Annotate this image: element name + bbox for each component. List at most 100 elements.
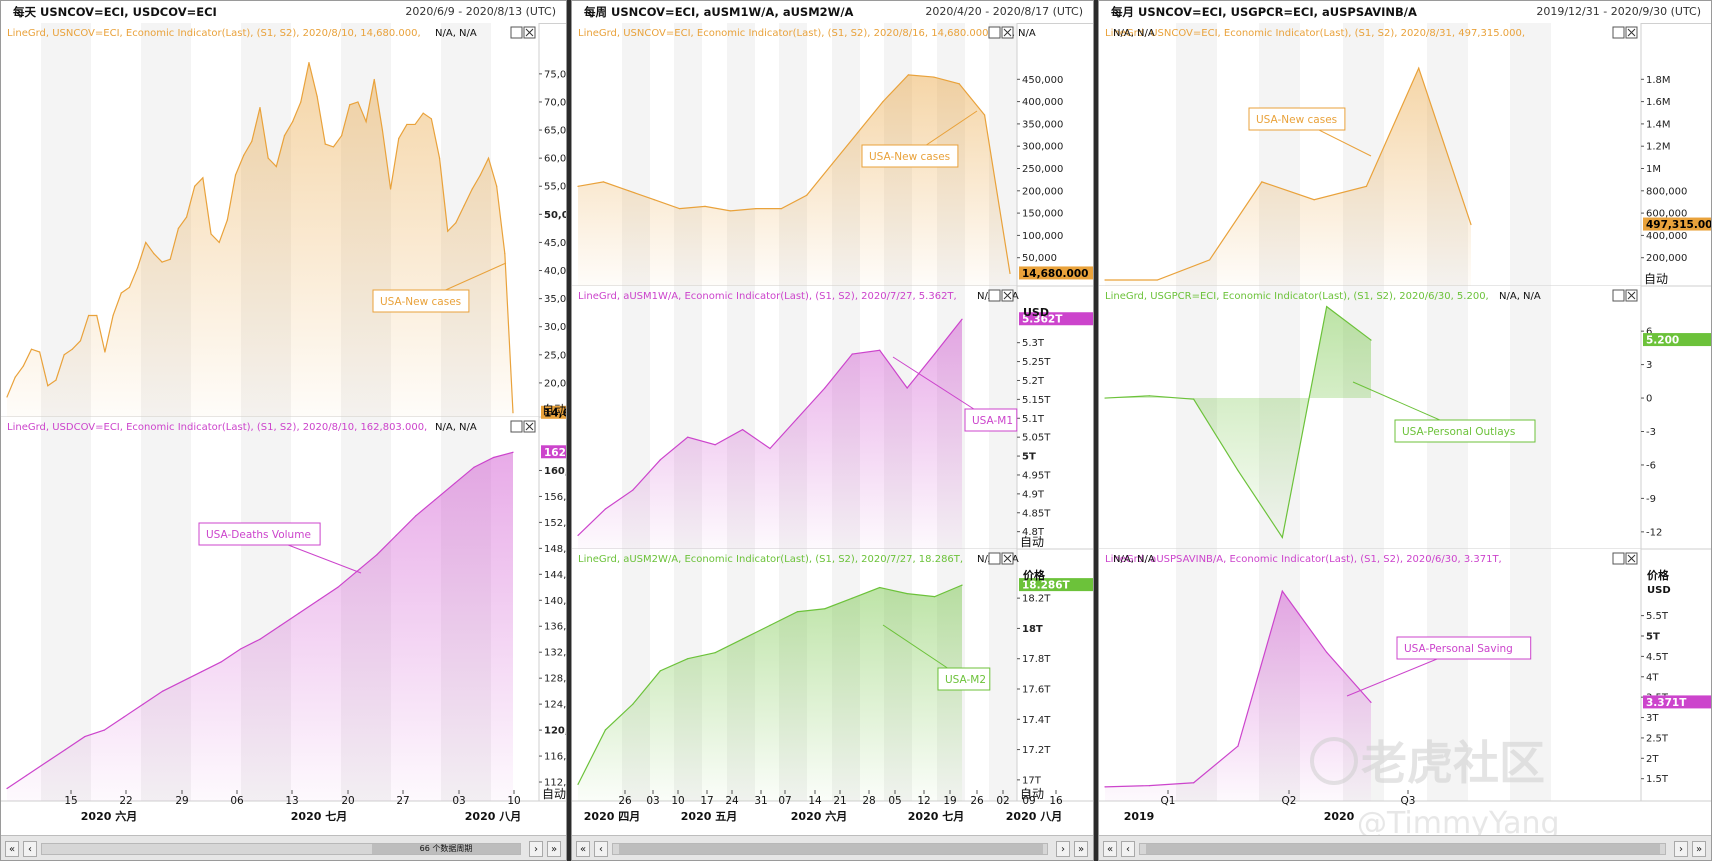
month-label: 2020 六月 [81,809,137,823]
panel-m2: 17T 17.2T 17.4T 17.6T 17.8T 18T 18.2T LineGrd, … [572,549,1093,802]
scroll-thumb[interactable]: 66 个数据周期 [372,844,520,854]
y-tick-label: 5.15T [1022,395,1051,406]
data-point [741,638,744,640]
y-tick-label: 17.2T [1022,745,1051,756]
panel-new-cases-monthly: 200,000 400,000 600,000 800,000 1M 1.2M 1.4M 1.… [1099,23,1711,287]
annotation-box [964,408,1018,432]
y-tick-label: 1M [1646,164,1661,175]
y-tick-label: 60,000 [544,154,567,165]
y-tick-label: 3T [1646,713,1659,724]
data-point [983,114,986,116]
data-point [373,78,375,81]
data-point [780,208,782,210]
scroll-thumb[interactable] [619,844,1043,854]
data-point [381,129,384,131]
x-tick-label: 24 [725,795,739,807]
scroll-first-button[interactable]: « [1103,841,1117,857]
data-point [415,515,417,517]
scroll-next-button[interactable]: › [1056,841,1070,857]
y-tick-label: 20,000 [544,378,567,389]
weekly-chart-svg[interactable]: 50,000 100,000 150,000 200,000 250,000 300,00… [572,1,1094,861]
y-tick-label: 25,000 [544,350,567,361]
maximize-icon [510,420,523,433]
data-point [628,190,630,192]
data-point [259,106,261,109]
scroll-last-button[interactable]: » [1692,841,1706,857]
data-point [463,205,465,207]
scroll-track[interactable] [1139,843,1666,855]
scroll-first-button[interactable]: « [576,841,590,857]
y-tick-label: 75,000 [544,69,567,80]
window-monthly: 每月 USNCOV=ECI, USGPCR=ECI, aUSPSAVINB/A … [1098,0,1712,861]
y-tick-label: 5.5T [1646,611,1669,622]
month-label: 2020 八月 [1006,810,1062,823]
monthly-chart-svg[interactable]: 200,000 400,000 600,000 800,000 1M 1.2M 1.4M 1.… [1099,1,1712,861]
scroll-last-button[interactable]: » [547,841,561,857]
last-value-badge [1643,695,1711,709]
y-tick-label: 40,000 [544,266,567,277]
data-point [961,584,963,586]
data-point [1104,279,1106,281]
month-label: 2020 五月 [681,810,737,823]
daily-chart-svg[interactable]: 20,000 25,000 30,000 35,000 40,000 45,000 50,0… [1,1,567,861]
series-area [578,74,1010,286]
data-point [324,143,326,145]
scroll-last-button[interactable]: » [1074,841,1088,857]
scroll-prev-button[interactable]: ‹ [594,841,608,857]
last-value-badge [541,405,566,419]
maximize-icon [510,26,523,39]
data-point [251,140,253,142]
month-label: 2020 六月 [791,809,847,823]
unit-label: USD [1023,306,1049,319]
scrollbar[interactable]: « ‹ 66 个数据周期 › » [1,835,566,860]
data-point [824,387,826,389]
auto-scale-label: 自动 [542,787,566,801]
data-point [341,135,343,137]
scroll-first-button[interactable]: « [5,841,19,857]
data-point [687,436,689,438]
maximize-icon [988,289,1001,302]
scroll-thumb[interactable] [1146,844,1660,854]
data-point [259,638,261,640]
y-tick-label: 1.8M [1646,75,1671,86]
close-x [1627,554,1636,563]
scroll-track[interactable]: 66 个数据周期 [41,843,521,855]
data-point [84,735,86,738]
scrollbar[interactable]: « ‹ › » [1099,835,1711,860]
scroll-prev-button[interactable]: ‹ [23,841,37,857]
legend-na: N/A, N/A [435,28,477,39]
auto-scale-label: 自动 [542,403,566,417]
data-point [604,508,607,510]
month-label: 2020 八月 [465,810,521,823]
data-point [851,597,853,599]
alternating-band [1176,23,1217,286]
scroll-next-button[interactable]: › [1674,841,1688,857]
x-tick-label: 26 [970,795,984,807]
annotation-label: USA-Personal Outlays [1402,426,1515,438]
unit-label: 价格 [1647,568,1670,582]
data-point [103,729,105,731]
x-tick-label: 20 [341,795,354,807]
y-tick-label: 30,000 [544,322,567,333]
legend-text: LineGrd, USNCOV=ECI, Economic Indicator(… [7,28,421,39]
legend-text: LineGrd, USDCOV=ECI, Economic Indicator(… [7,422,427,433]
x-tick-label: 19 [943,795,956,807]
data-point [22,365,24,367]
last-value: 5.200 [1646,335,1679,347]
scroll-track[interactable] [612,843,1048,855]
x-tick-label: 10 [507,795,520,807]
unit-label: 价格 [1023,568,1046,582]
scroll-next-button[interactable]: › [529,841,543,857]
scrollbar[interactable]: « ‹ › » [572,835,1093,860]
y-tick-label: 17.6T [1022,685,1051,696]
data-point [577,534,579,537]
month-label: 2020 七月 [908,809,964,823]
data-point [357,101,359,103]
scroll-prev-button[interactable]: ‹ [1121,841,1135,857]
data-point [796,611,799,613]
month-label: 2019 [1124,810,1155,823]
data-point [422,112,424,114]
annotation-box [937,667,991,691]
data-point [473,466,475,468]
y-tick-label: 65,000 [544,126,567,137]
